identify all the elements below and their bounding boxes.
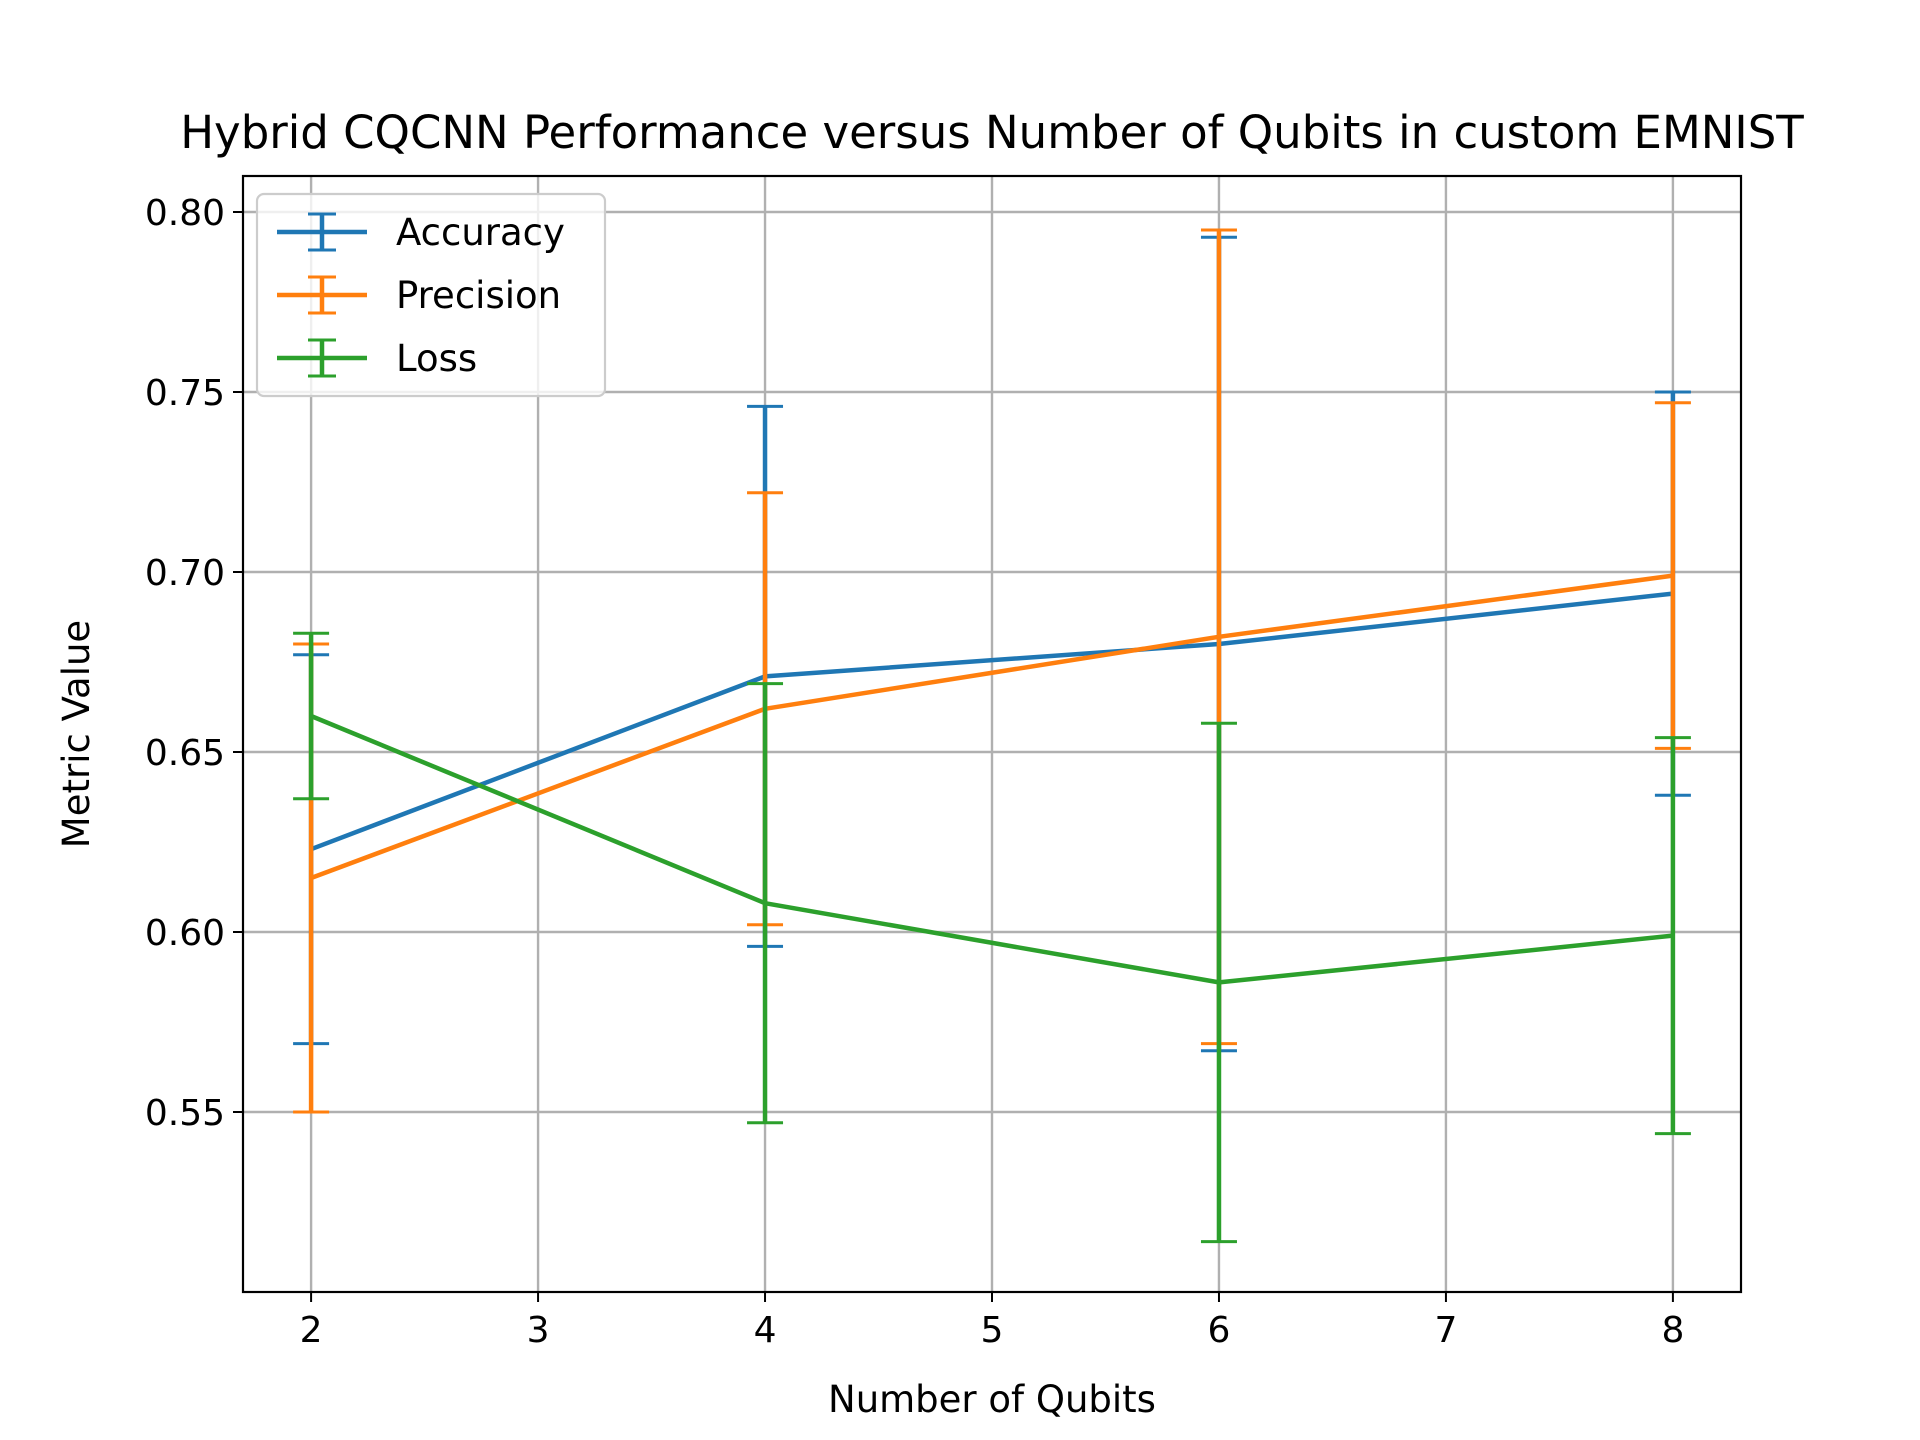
x-tick-label: 2 [300,1310,323,1351]
x-tick-label: 5 [981,1310,1004,1351]
x-axis-label: Number of Qubits [828,1378,1156,1421]
legend-label: Accuracy [396,211,565,254]
legend-label: Loss [396,337,477,380]
y-tick-label: 0.75 [145,373,225,414]
legend-item-precision: Precision [277,274,561,317]
legend-item-accuracy: Accuracy [277,211,565,254]
legend-item-loss: Loss [277,337,477,380]
x-tick-label: 4 [754,1310,777,1351]
series-loss [293,631,1691,1244]
legend-label: Precision [396,274,561,317]
y-axis-label: Metric Value [55,620,98,848]
x-tick-label: 7 [1434,1310,1457,1351]
y-tick-label: 0.65 [145,733,225,774]
legend-box [255,192,607,398]
x-tick-label: 8 [1661,1310,1684,1351]
x-tick-label: 6 [1208,1310,1231,1351]
series-line [310,713,1674,985]
series-line [310,591,1674,852]
x-tick-label: 3 [527,1310,550,1351]
axis-ticks: 2 3 4 5 6 7 8 0.55 0.60 0.65 0.70 0.75 0.80 [145,193,1685,1351]
y-tick-label: 0.70 [145,553,225,594]
y-tick-label: 0.60 [145,913,225,954]
y-tick-label: 0.55 [145,1093,225,1134]
series-layer [293,228,1691,1244]
chart-title: Hybrid CQCNN Performance versus Number o… [180,106,1804,159]
legend: Accuracy Precision Loss [255,192,607,398]
series-line [310,573,1674,881]
y-tick-label: 0.80 [145,193,225,234]
